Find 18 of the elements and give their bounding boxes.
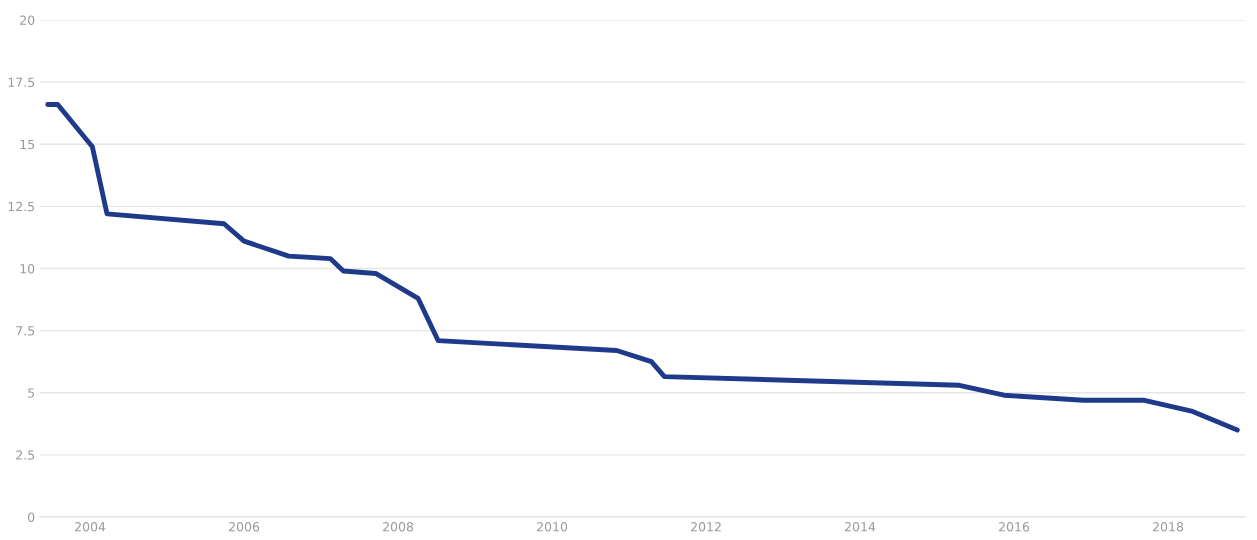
y-tick-label: 15 <box>20 139 35 150</box>
y-tick-label: 10 <box>20 263 35 274</box>
x-tick-label: 2014 <box>845 522 876 532</box>
y-tick-label: 2.5 <box>16 450 35 460</box>
y-tick-label: 12.5 <box>8 201 35 212</box>
y-tick-label: 5 <box>28 388 35 398</box>
x-tick-label: 2008 <box>383 522 414 532</box>
y-tick-label: 20 <box>20 15 35 25</box>
x-tick-label: 2006 <box>229 522 260 532</box>
y-tick-label: 0 <box>28 512 35 522</box>
x-tick-label: 2016 <box>999 522 1030 532</box>
line-series <box>45 102 1240 433</box>
x-tick-label: 2010 <box>537 522 568 532</box>
x-tick-label: 2012 <box>691 522 721 532</box>
x-tick-label: 2018 <box>1153 522 1184 532</box>
y-tick-label: 7.5 <box>16 326 35 336</box>
y-tick-label: 17.5 <box>8 77 35 88</box>
x-tick-label: 2004 <box>75 522 106 532</box>
